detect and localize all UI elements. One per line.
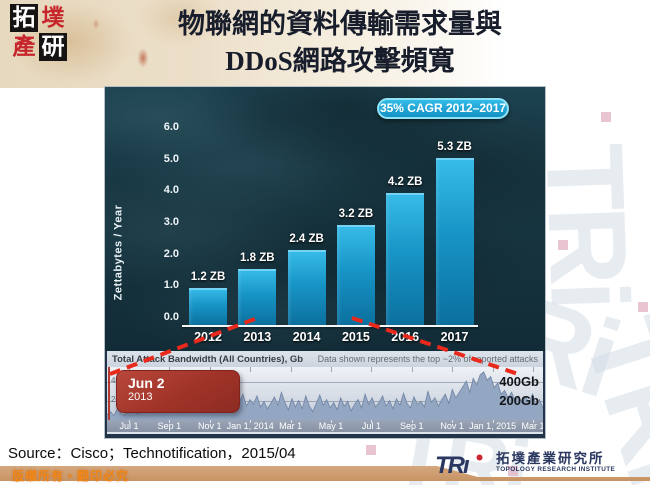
slide-title-line2: DDoS網路攻擊頻寬 [225, 46, 455, 76]
axis-tick [290, 420, 292, 423]
bar-2012 [189, 288, 227, 326]
y-tick-label: 1.0 [163, 279, 179, 292]
callout-date: Jun 2 [128, 375, 165, 391]
tri-logo-mark-text: TRı [435, 452, 470, 478]
tri-logo-cn: 拓墣產業研究所 [496, 451, 605, 466]
month-tick [411, 367, 413, 372]
band-chart-note: Data shown represents the top ~2% of rep… [317, 354, 538, 364]
x-axis-date-label: Nov 1 [198, 421, 222, 431]
chart-panel: 35% CAGR 2012–2017 Zettabytes / Year 6.0… [105, 87, 545, 438]
axis-tick [371, 420, 373, 423]
month-tick [452, 367, 454, 372]
bar-value-label: 2.4 ZB [289, 233, 324, 245]
y-axis-line-red [108, 367, 110, 420]
x-axis-year: 2012 [194, 330, 222, 344]
slide-title: 物聯網的資料傳輸需求量與 DDoS網路攻擊頻寬 [110, 6, 570, 80]
axis-tick [169, 420, 171, 423]
x-axis-date-label: Jan 1, 2014 [226, 421, 274, 431]
seal-char: 墣 [41, 5, 65, 30]
y-tick-label: 0.0 [163, 311, 179, 323]
x-axis-date-label: Mar 1 [521, 421, 543, 431]
header-parchment-band [0, 0, 650, 88]
month-tick [533, 367, 534, 372]
axis-tick [492, 420, 494, 423]
x-axis-date-label: Jul 1 [119, 421, 139, 431]
iot-traffic-bar-chart: 35% CAGR 2012–2017 Zettabytes / Year 6.0… [105, 87, 545, 351]
x-axis-year: 2014 [292, 330, 321, 344]
axis-tick [411, 420, 413, 423]
axis-tick [250, 420, 252, 423]
bar-2016 [386, 193, 425, 326]
bar-value-label: 5.3 ZB [437, 141, 472, 153]
watermark-dot [638, 302, 648, 312]
gridline-value-label: 400Gb [499, 374, 539, 389]
x-axis-date-label: Jul 1 [361, 421, 381, 431]
band-chart-title: Total Attack Bandwidth (All Countries), … [112, 353, 304, 365]
y-tick-label: 6.0 [163, 120, 179, 133]
band-chart-x-axis: Jul 1 Sep 1 Nov 1 Jan 1, 2014 Mar 1 May 1 Jul … [107, 420, 543, 432]
seal-char: 拓 [10, 4, 38, 32]
tri-logo-mark: TRı [435, 452, 483, 478]
attack-bandwidth-chart: Total Attack Bandwidth (All Countries), … [105, 351, 545, 438]
x-axis-year: 2015 [341, 330, 370, 344]
month-tick [331, 367, 332, 372]
seal-char: 產 [12, 34, 36, 59]
y-axis-title: Zettabytes / Year [112, 204, 125, 301]
x-axis-year: 2017 [440, 330, 469, 344]
x-axis-date-label: Sep 1 [400, 421, 424, 431]
gridline-value-label: 200Gb [499, 393, 539, 408]
cagr-badge: 35% CAGR 2012–2017 [377, 98, 509, 119]
x-axis-date-label: May 1 [318, 421, 344, 431]
tri-logo: TRı 拓墣產業研究所 TOPOLOGY RESEARCH INSTITUTE [435, 452, 615, 479]
slide-title-line1: 物聯網的資料傳輸需求量與 [178, 9, 502, 39]
callout-year: 2013 [128, 391, 153, 403]
x-axis-date-label: Sep 1 [157, 421, 182, 431]
tri-logo-text: 拓墣產業研究所 TOPOLOGY RESEARCH INSTITUTE [496, 452, 615, 474]
watermark-dot [508, 466, 518, 476]
tri-logo-en: TOPOLOGY RESEARCH INSTITUTE [496, 466, 616, 473]
axis-tick [452, 420, 454, 423]
tri-seal-logo: 拓 墣 產 研 [10, 4, 68, 62]
x-axis-year: 2016 [391, 330, 420, 344]
watermark-dot [601, 112, 611, 122]
month-tick [492, 367, 494, 372]
x-axis-date-label: Nov 1 [440, 421, 464, 431]
axis-tick [331, 420, 332, 423]
axis-tick [533, 420, 534, 423]
x-axis-date-label: Jan 1, 2015 [469, 421, 517, 431]
y-tick-label: 3.0 [163, 215, 179, 228]
band-chart-header: Total Attack Bandwidth (All Countries), … [107, 351, 543, 367]
bar-value-label: 1.8 ZB [240, 252, 275, 264]
gridline [107, 401, 543, 402]
source-citation: Source：Cisco；Technotification，2015/04 [8, 445, 296, 462]
callout-jun-2-2013: Jun 2 2013 [116, 370, 240, 413]
month-tick [371, 367, 373, 372]
bar-2013 [238, 269, 277, 326]
axis-tick [209, 420, 211, 423]
axis-tick [129, 420, 130, 423]
watermark-dot [366, 445, 376, 455]
tri-logo-red-dot [476, 454, 483, 461]
watermark-dot [558, 240, 568, 250]
copyright-text: 版權所有‧翻印必究 [12, 469, 130, 483]
x-axis-date-label: Mar 1 [279, 421, 303, 431]
month-tick [250, 367, 252, 372]
band-chart-plot: Jun 2 2013 400Gb400200Gb200 [107, 367, 543, 420]
bar-value-label: 4.2 ZB [387, 176, 423, 188]
bar-value-label: 1.2 ZB [190, 271, 226, 283]
y-tick-label: 4.0 [163, 184, 179, 197]
seal-char: 研 [39, 33, 67, 61]
y-tick-label: 2.0 [163, 247, 179, 260]
month-tick [290, 367, 292, 372]
bar-value-label: 3.2 ZB [338, 208, 374, 220]
bar-2015 [336, 225, 375, 326]
bar-2014 [287, 250, 326, 326]
bar-2017 [435, 158, 474, 326]
gridline [107, 382, 543, 383]
y-tick-label: 5.0 [163, 152, 179, 165]
x-axis-year: 2013 [243, 330, 272, 344]
x-axis-line [182, 325, 478, 327]
